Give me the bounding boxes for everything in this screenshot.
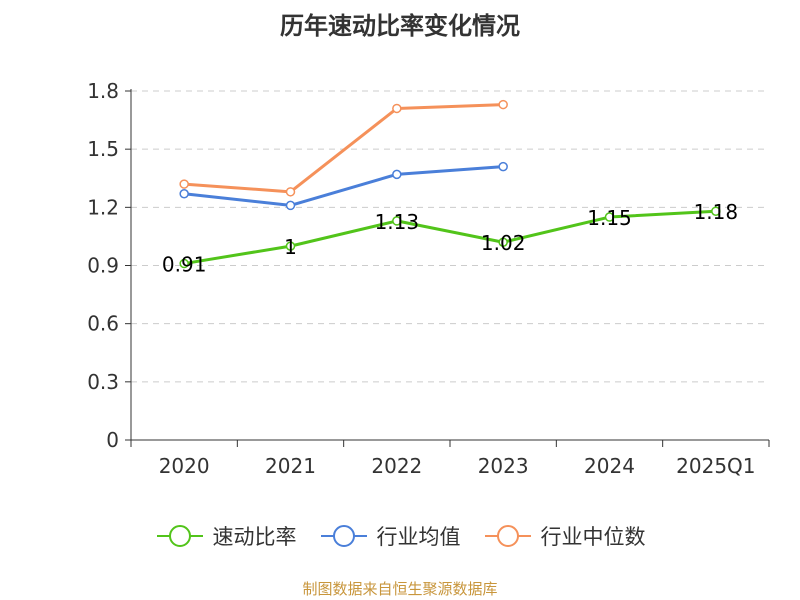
legend-label: 行业均值 — [376, 525, 461, 549]
grid-lines — [131, 90, 769, 383]
y-tick-label: 1.5 — [87, 137, 119, 161]
legend: 速动比率 行业均值 行业中位数 — [0, 521, 800, 551]
data-label: 0.91 — [162, 253, 207, 277]
data-point — [498, 161, 508, 172]
data-point — [285, 200, 296, 211]
data-label: 1.02 — [481, 231, 526, 255]
data-point — [285, 187, 296, 197]
legend-item[interactable]: 速动比率 — [155, 521, 297, 551]
data-point — [604, 212, 615, 222]
axes: 0 0.3 0.6 0.9 1.2 1.5 1.8 2020 2021 2022 2023 2024 2… — [87, 79, 770, 478]
y-tick-label: 0.6 — [87, 312, 119, 336]
data-point — [179, 189, 189, 199]
legend-item[interactable]: 行业中位数 — [483, 521, 646, 551]
x-tick-label: 2023 — [478, 454, 529, 478]
series-line-2 — [184, 165, 504, 207]
y-tick-label: 0.9 — [87, 254, 119, 278]
x-tick-label: 2025Q1 — [676, 454, 755, 478]
legend-item[interactable]: 行业均值 — [319, 521, 461, 551]
data-label: 1.18 — [694, 200, 739, 224]
legend-label: 行业中位数 — [540, 525, 646, 549]
series-lines — [179, 99, 721, 269]
legend-line-marker-icon — [484, 525, 531, 547]
series-line-3 — [184, 103, 504, 194]
legend-line-marker-icon — [156, 525, 203, 547]
data-point — [498, 237, 508, 247]
y-tick-label: 0.3 — [87, 370, 119, 394]
data-point — [179, 258, 189, 269]
y-tick-label: 0 — [106, 428, 119, 452]
data-point — [392, 216, 402, 226]
data-point — [179, 179, 189, 189]
x-tick-label: 2024 — [584, 454, 635, 478]
legend-line-marker-icon — [320, 525, 367, 547]
chart-title: 历年速动比率变化情况 — [280, 12, 520, 40]
data-point — [285, 241, 296, 251]
data-label: 1.15 — [587, 206, 632, 230]
y-tick-label: 1.8 — [87, 79, 119, 103]
data-label: 1 — [284, 235, 297, 259]
x-tick-label: 2021 — [265, 454, 316, 478]
y-tick-label: 1.2 — [87, 195, 119, 219]
legend-label: 速动比率 — [212, 525, 297, 549]
source-note: 制图数据来自恒生聚源数据库 — [302, 580, 498, 598]
x-tick-label: 2022 — [371, 454, 422, 478]
x-tick-label: 2020 — [159, 454, 210, 478]
data-point — [711, 206, 721, 216]
data-point — [392, 103, 402, 114]
data-labels: 0.91 1 1.13 1.02 1.15 1.18 — [162, 200, 738, 276]
data-point — [498, 99, 508, 110]
data-label: 1.13 — [375, 210, 420, 234]
data-point — [392, 169, 402, 180]
series-line-1 — [183, 209, 716, 266]
